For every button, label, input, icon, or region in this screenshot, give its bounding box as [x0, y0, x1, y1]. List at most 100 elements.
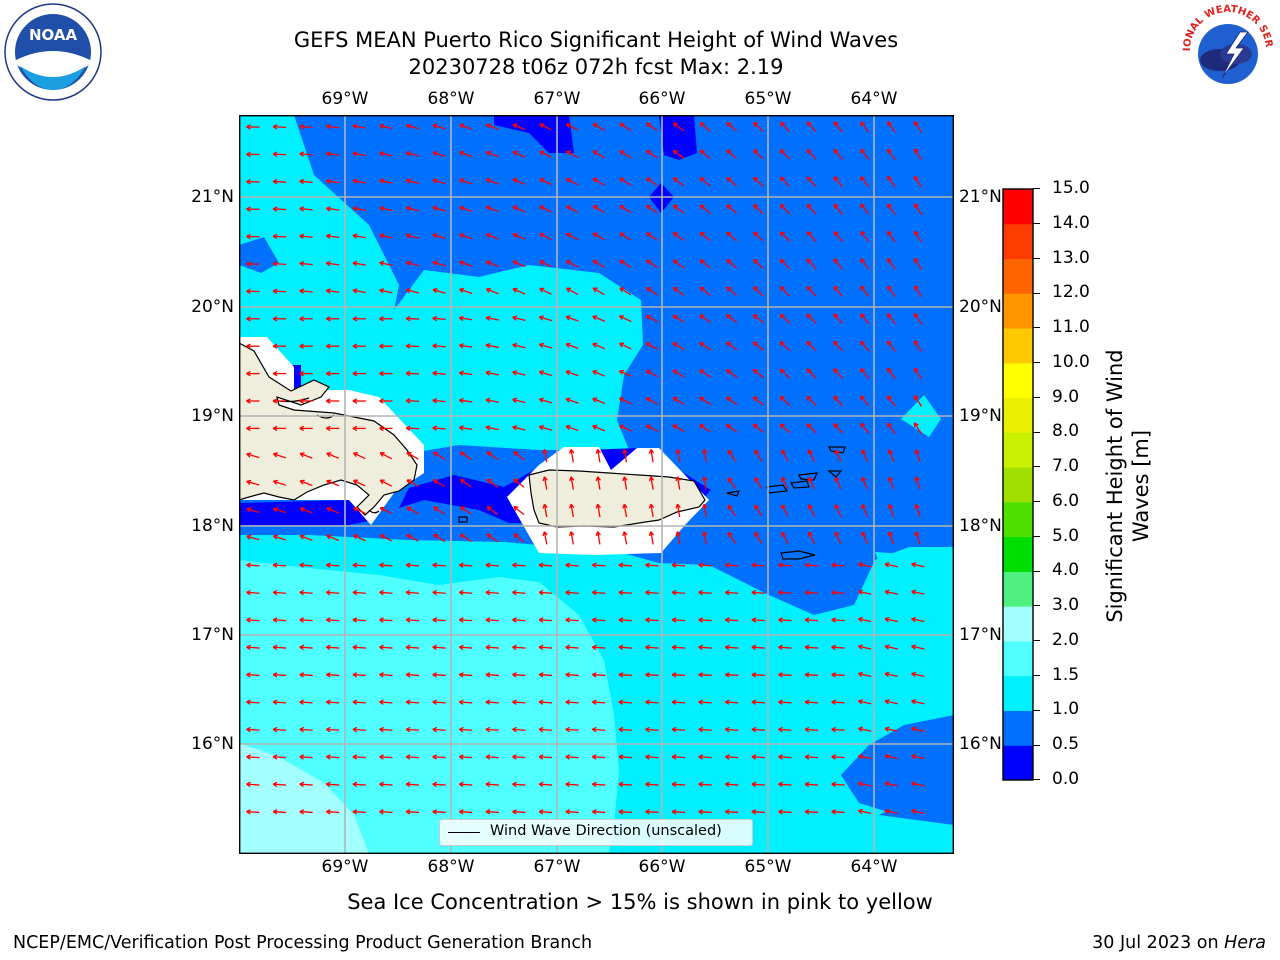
- wave-arrow-146: [672, 259, 685, 269]
- wave-arrow-102: [887, 203, 896, 215]
- wave-arrow-471: [325, 617, 340, 623]
- wave-arrow-286: [246, 425, 260, 432]
- wave-arrow-323: [542, 448, 548, 463]
- colorbar-tick-label-11: 9.0: [1052, 386, 1080, 407]
- wave-arrow-99: [806, 203, 817, 215]
- wave-arrow-591: [751, 726, 765, 733]
- wave-arrow-165: [485, 287, 499, 295]
- wave-arrow-599: [272, 754, 287, 760]
- wave-arrow-585: [591, 726, 606, 733]
- wave-arrow-119: [646, 232, 658, 241]
- wave-arrow-401: [542, 531, 548, 545]
- wave-arrow-303: [699, 424, 711, 433]
- wave-arrow-563: [698, 699, 712, 705]
- wave-arrow-411: [807, 531, 816, 545]
- wave-arrow-173: [699, 286, 711, 297]
- wave-arrow-496: [299, 644, 313, 651]
- wave-arrow-126: [833, 230, 843, 243]
- wave-arrow-602: [352, 754, 366, 760]
- wave-arrow-12: [565, 123, 579, 131]
- wave-arrow-88: [512, 205, 526, 213]
- wave-arrow-657: [432, 809, 446, 815]
- wave-arrow-601: [325, 754, 340, 760]
- wave-arrow-570: [884, 699, 898, 705]
- wave-arrow-456: [618, 589, 632, 596]
- wave-arrow-478: [512, 617, 526, 623]
- wave-arrow-344: [406, 479, 419, 487]
- wave-arrow-432: [671, 562, 686, 568]
- wave-arrow-462: [778, 589, 792, 596]
- wave-arrow-317: [379, 452, 393, 460]
- wave-arrow-663: [591, 809, 606, 815]
- wave-arrow-477: [485, 617, 499, 623]
- wave-arrow-276: [672, 397, 685, 405]
- wave-arrow-475: [432, 617, 446, 623]
- wave-arrow-641: [698, 781, 712, 788]
- wave-arrow-549: [325, 699, 340, 705]
- wave-arrow-327: [648, 448, 655, 463]
- wave-arrow-469: [272, 617, 287, 623]
- wave-arrow-156: [246, 288, 260, 295]
- wave-arrow-76: [887, 175, 896, 188]
- wave-arrow-179: [860, 285, 870, 297]
- wave-arrow-514: [778, 644, 792, 651]
- wave-arrow-103: [913, 203, 923, 216]
- colorbar-segment-1: [1003, 710, 1033, 746]
- colorbar-tick-mark-11: [1033, 396, 1040, 398]
- colorbar-tick-label-17: 15.0: [1052, 178, 1090, 198]
- wave-arrow-136: [405, 260, 420, 267]
- wave-arrow-117: [592, 232, 605, 241]
- wave-arrow-347: [486, 478, 499, 488]
- wave-arrow-23: [860, 121, 870, 133]
- wave-arrow-231: [860, 340, 870, 352]
- wave-arrow-595: [858, 726, 872, 732]
- colorbar-segment-9: [1003, 432, 1033, 468]
- wave-arrow-7: [432, 123, 446, 130]
- wave-arrow-642: [724, 781, 739, 788]
- footer-date: 30 Jul 2023 on Hera: [1092, 933, 1266, 953]
- wave-arrow-357: [754, 477, 763, 490]
- wave-arrow-186: [352, 316, 366, 322]
- wave-arrow-622: [884, 753, 898, 760]
- wave-arrow-257: [860, 367, 870, 380]
- wave-arrow-580: [458, 726, 473, 733]
- wave-arrow-606: [458, 754, 473, 760]
- wave-arrow-61: [485, 178, 499, 185]
- wave-arrow-308: [833, 422, 844, 434]
- wave-arrow-517: [858, 644, 872, 650]
- colorbar-segment-2: [1003, 675, 1033, 711]
- wave-arrow-537: [698, 672, 712, 678]
- wave-arrow-484: [671, 617, 686, 623]
- wave-arrow-337: [914, 449, 921, 463]
- wave-arrow-546: [246, 699, 260, 705]
- wave-arrow-291: [379, 425, 393, 432]
- wave-arrow-121: [699, 231, 711, 242]
- wave-arrow-449: [432, 589, 446, 596]
- nws-logo: NATIONAL WEATHER SERVICE: [1178, 2, 1274, 96]
- wave-arrow-71: [753, 176, 764, 187]
- wave-arrow-439: [858, 562, 872, 568]
- wave-arrow-114: [512, 232, 526, 240]
- wave-arrow-123: [753, 231, 764, 242]
- wave-arrow-579: [432, 726, 446, 733]
- wave-arrow-232: [886, 340, 896, 352]
- wave-arrow-293: [432, 425, 446, 431]
- wave-arrow-501: [432, 644, 446, 651]
- wave-arrow-197: [645, 315, 659, 323]
- wave-arrow-631: [432, 781, 446, 788]
- wave-arrow-263: [325, 398, 340, 404]
- wave-arrow-272: [565, 397, 579, 404]
- wave-arrow-616: [724, 754, 739, 760]
- colorbar-tick-label-1: 0.5: [1052, 734, 1080, 755]
- wave-arrow-440: [884, 562, 898, 568]
- wave-arrow-391: [272, 534, 286, 541]
- wave-arrow-543: [858, 671, 872, 678]
- wave-arrow-316: [352, 452, 366, 460]
- wave-arrow-155: [913, 257, 923, 270]
- wave-arrow-159: [325, 288, 340, 294]
- wave-arrow-36: [512, 150, 526, 158]
- wave-arrow-596: [884, 726, 898, 732]
- wave-arrow-161: [379, 288, 393, 294]
- wave-arrow-666: [671, 809, 686, 815]
- wave-arrow-297: [538, 424, 553, 431]
